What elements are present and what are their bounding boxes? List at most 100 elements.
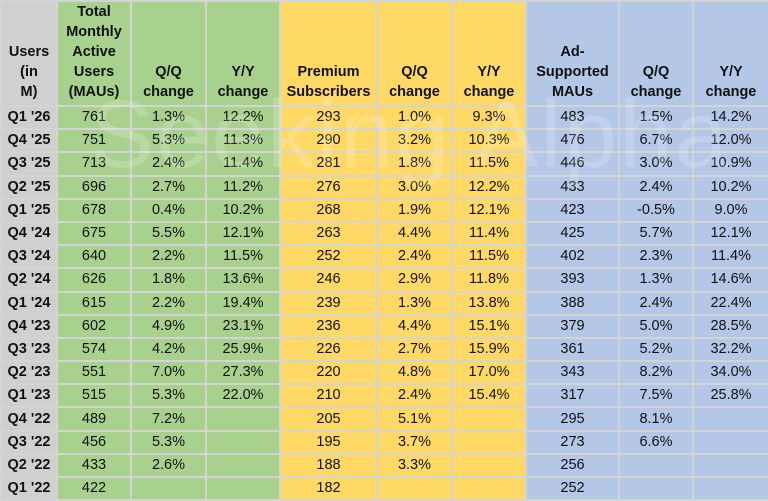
quarter-label: Q2 '23 bbox=[0, 360, 58, 386]
quarter-label: Q4 '24 bbox=[0, 220, 58, 247]
cell-ad-qq: 5.0% bbox=[618, 313, 694, 339]
cell-premium-subscribers: 293 bbox=[279, 104, 378, 131]
cell-total-maus: 551 bbox=[56, 360, 132, 386]
cell-premium-qq bbox=[376, 475, 453, 501]
cell-premium-subscribers: 290 bbox=[279, 128, 378, 154]
cell-ad-qq bbox=[618, 452, 694, 479]
quarter-label: Q3 '24 bbox=[0, 244, 58, 270]
cell-ad-supported-maus: 379 bbox=[525, 313, 620, 339]
quarter-label: Q4 '22 bbox=[0, 406, 58, 432]
cell-maus-yy: 10.2% bbox=[205, 197, 281, 223]
cell-premium-subscribers: 188 bbox=[279, 452, 378, 479]
cell-premium-subscribers: 205 bbox=[279, 406, 378, 432]
cell-premium-subscribers: 226 bbox=[279, 336, 378, 363]
cell-total-maus: 751 bbox=[56, 128, 132, 154]
cell-maus-yy: 19.4% bbox=[205, 290, 281, 316]
cell-ad-yy bbox=[692, 429, 768, 455]
cell-premium-qq: 1.8% bbox=[376, 151, 453, 177]
cell-maus-yy bbox=[205, 406, 281, 432]
cell-total-maus: 615 bbox=[56, 290, 132, 316]
cell-ad-qq: 6.7% bbox=[618, 128, 694, 154]
cell-premium-qq: 4.4% bbox=[376, 313, 453, 339]
cell-premium-subscribers: 182 bbox=[279, 475, 378, 501]
cell-ad-yy: 14.2% bbox=[692, 104, 768, 131]
cell-maus-yy: 12.2% bbox=[205, 104, 281, 131]
cell-ad-qq: 2.4% bbox=[618, 174, 694, 200]
table-row: Q1 '25 678 0.4% 10.2% 268 1.9% 12.1% 423 -0.5% 9.… bbox=[0, 197, 768, 223]
cell-total-maus: 696 bbox=[56, 174, 132, 200]
cell-premium-subscribers: 263 bbox=[279, 220, 378, 247]
table-row: Q1 '22 422 182 252 bbox=[0, 475, 768, 501]
cell-ad-yy: 9.0% bbox=[692, 197, 768, 223]
cell-premium-yy: 15.1% bbox=[451, 313, 527, 339]
cell-ad-qq bbox=[618, 475, 694, 501]
cell-ad-supported-maus: 252 bbox=[525, 475, 620, 501]
cell-ad-qq: 2.4% bbox=[618, 290, 694, 316]
cell-premium-subscribers: 195 bbox=[279, 429, 378, 455]
table-row: Q1 '23 515 5.3% 22.0% 210 2.4% 15.4% 317 7.5% 25.… bbox=[0, 383, 768, 409]
cell-ad-qq: 1.5% bbox=[618, 104, 694, 131]
cell-total-maus: 640 bbox=[56, 244, 132, 270]
cell-total-maus: 515 bbox=[56, 383, 132, 409]
cell-maus-yy bbox=[205, 475, 281, 501]
cell-maus-qq: 5.3% bbox=[130, 429, 207, 455]
cell-maus-qq: 4.9% bbox=[130, 313, 207, 339]
quarter-label: Q1 '25 bbox=[0, 197, 58, 223]
cell-ad-supported-maus: 343 bbox=[525, 360, 620, 386]
column-header-premium-subscribers: Premium Subscribers bbox=[279, 0, 378, 107]
cell-maus-qq: 5.3% bbox=[130, 383, 207, 409]
quarter-label: Q2 '24 bbox=[0, 267, 58, 293]
cell-ad-supported-maus: 273 bbox=[525, 429, 620, 455]
table-row: Q4 '24 675 5.5% 12.1% 263 4.4% 11.4% 425 5.7% 12.… bbox=[0, 220, 768, 247]
column-header-maus-yy: Y/Y change bbox=[205, 0, 281, 107]
table-row: Q4 '22 489 7.2% 205 5.1% 295 8.1% bbox=[0, 406, 768, 432]
cell-premium-qq: 4.4% bbox=[376, 220, 453, 247]
cell-premium-qq: 3.2% bbox=[376, 128, 453, 154]
cell-maus-yy: 25.9% bbox=[205, 336, 281, 363]
table-row: Q1 '24 615 2.2% 19.4% 239 1.3% 13.8% 388 2.4% 22.… bbox=[0, 290, 768, 316]
cell-maus-yy: 12.1% bbox=[205, 220, 281, 247]
cell-ad-supported-maus: 476 bbox=[525, 128, 620, 154]
cell-maus-qq: 4.2% bbox=[130, 336, 207, 363]
cell-total-maus: 574 bbox=[56, 336, 132, 363]
quarter-label: Q3 '23 bbox=[0, 336, 58, 363]
column-header-ad-supported-maus: Ad-Supported MAUs bbox=[525, 0, 620, 107]
cell-total-maus: 713 bbox=[56, 151, 132, 177]
cell-premium-yy: 10.3% bbox=[451, 128, 527, 154]
cell-ad-supported-maus: 433 bbox=[525, 174, 620, 200]
cell-maus-qq: 2.2% bbox=[130, 290, 207, 316]
cell-maus-qq: 1.3% bbox=[130, 104, 207, 131]
cell-premium-qq: 2.4% bbox=[376, 383, 453, 409]
cell-ad-qq: 5.7% bbox=[618, 220, 694, 247]
cell-premium-qq: 1.0% bbox=[376, 104, 453, 131]
cell-maus-qq: 7.0% bbox=[130, 360, 207, 386]
cell-premium-yy: 15.9% bbox=[451, 336, 527, 363]
cell-total-maus: 422 bbox=[56, 475, 132, 501]
cell-premium-qq: 2.7% bbox=[376, 336, 453, 363]
cell-premium-yy: 17.0% bbox=[451, 360, 527, 386]
cell-maus-yy bbox=[205, 452, 281, 479]
quarter-label: Q1 '24 bbox=[0, 290, 58, 316]
cell-premium-yy bbox=[451, 406, 527, 432]
cell-premium-yy: 13.8% bbox=[451, 290, 527, 316]
cell-ad-yy: 28.5% bbox=[692, 313, 768, 339]
cell-premium-subscribers: 246 bbox=[279, 267, 378, 293]
cell-ad-supported-maus: 483 bbox=[525, 104, 620, 131]
cell-ad-yy: 12.0% bbox=[692, 128, 768, 154]
cell-ad-qq: 6.6% bbox=[618, 429, 694, 455]
table-row: Q2 '23 551 7.0% 27.3% 220 4.8% 17.0% 343 8.2% 34.… bbox=[0, 360, 768, 386]
cell-premium-qq: 1.3% bbox=[376, 290, 453, 316]
table-row: Q4 '25 751 5.3% 11.3% 290 3.2% 10.3% 476 6.7% 12.… bbox=[0, 128, 768, 154]
cell-ad-yy: 10.9% bbox=[692, 151, 768, 177]
table-row: Q2 '24 626 1.8% 13.6% 246 2.9% 11.8% 393 1.3% 14.… bbox=[0, 267, 768, 293]
cell-maus-yy bbox=[205, 429, 281, 455]
column-header-ad-qq: Q/Q change bbox=[618, 0, 694, 107]
cell-maus-qq: 2.6% bbox=[130, 452, 207, 479]
cell-ad-qq: 1.3% bbox=[618, 267, 694, 293]
cell-premium-qq: 3.3% bbox=[376, 452, 453, 479]
column-header-maus-qq: Q/Q change bbox=[130, 0, 207, 107]
cell-ad-yy bbox=[692, 452, 768, 479]
table-row: Q4 '23 602 4.9% 23.1% 236 4.4% 15.1% 379 5.0% 28.… bbox=[0, 313, 768, 339]
cell-premium-qq: 5.1% bbox=[376, 406, 453, 432]
